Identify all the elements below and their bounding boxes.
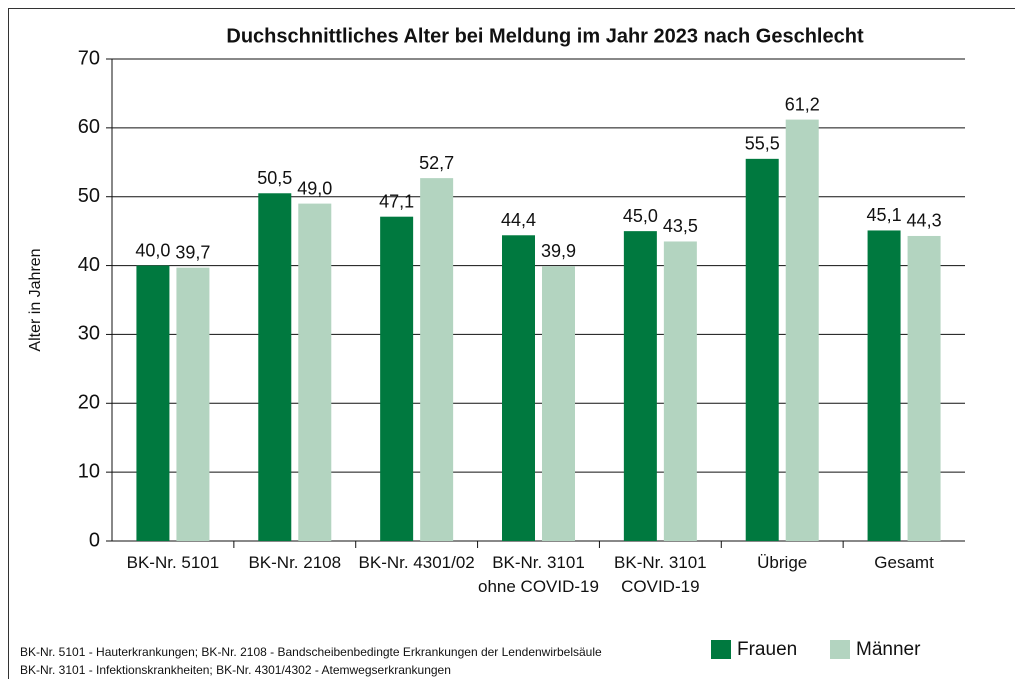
x-tick-label: Gesamt [874,553,934,572]
legend-swatch [830,640,850,659]
legend-label: Frauen [737,639,797,660]
x-tick-label: BK-Nr. 2108 [248,553,342,572]
bar [745,158,779,542]
value-label: 40,0 [135,240,170,260]
y-tick-label: 0 [89,529,100,551]
y-tick-label: 50 [78,185,100,207]
value-label: 61,2 [785,94,820,114]
value-label: 49,0 [297,178,332,198]
bar [785,119,819,541]
value-label: 39,9 [541,241,576,261]
bar [867,230,901,541]
legend-label: Männer [856,639,921,660]
footnote: BK-Nr. 3101 - Infektionskrankheiten; BK-… [20,663,451,677]
bar [380,216,414,541]
x-tick-label: Übrige [757,553,808,572]
value-label: 50,5 [257,168,292,188]
frame [8,8,1015,679]
y-tick-label: 30 [78,323,100,345]
y-tick-label: 20 [78,392,100,414]
bar [258,193,292,541]
bar [298,203,332,541]
value-label: 43,5 [663,216,698,236]
value-label: 44,3 [907,211,942,231]
value-label: 44,4 [501,210,536,230]
footnote: BK-Nr. 5101 - Hauterkrankungen; BK-Nr. 2… [20,645,602,659]
value-label: 39,7 [175,242,210,262]
value-label: 45,1 [867,205,902,225]
x-tick-label: BK-Nr. 3101 COVID-19 [614,553,707,596]
bar [542,266,575,541]
value-label: 55,5 [745,134,780,154]
bar [623,231,657,541]
bar [663,241,697,541]
bar [502,235,535,541]
value-label: 52,7 [419,153,454,173]
y-axis-label: Alter in Jahren [27,248,44,351]
chart-title: Duchschnittliches Alter bei Meldung im J… [226,25,864,47]
bar [136,265,170,541]
y-tick-label: 70 [78,47,100,69]
x-tick-label: BK-Nr. 5101 [126,553,220,572]
value-label: 47,1 [379,191,414,211]
bar [420,178,454,541]
y-tick-label: 40 [78,254,100,276]
value-label: 45,0 [623,206,658,226]
y-tick-label: 10 [78,460,100,482]
bar [907,235,941,541]
bar [176,267,210,541]
y-tick-label: 60 [78,116,100,138]
legend-swatch [711,640,731,659]
x-tick-label: BK-Nr. 4301/02 [358,553,475,572]
x-tick-label: BK-Nr. 3101 ohne COVID-19 [478,553,599,596]
